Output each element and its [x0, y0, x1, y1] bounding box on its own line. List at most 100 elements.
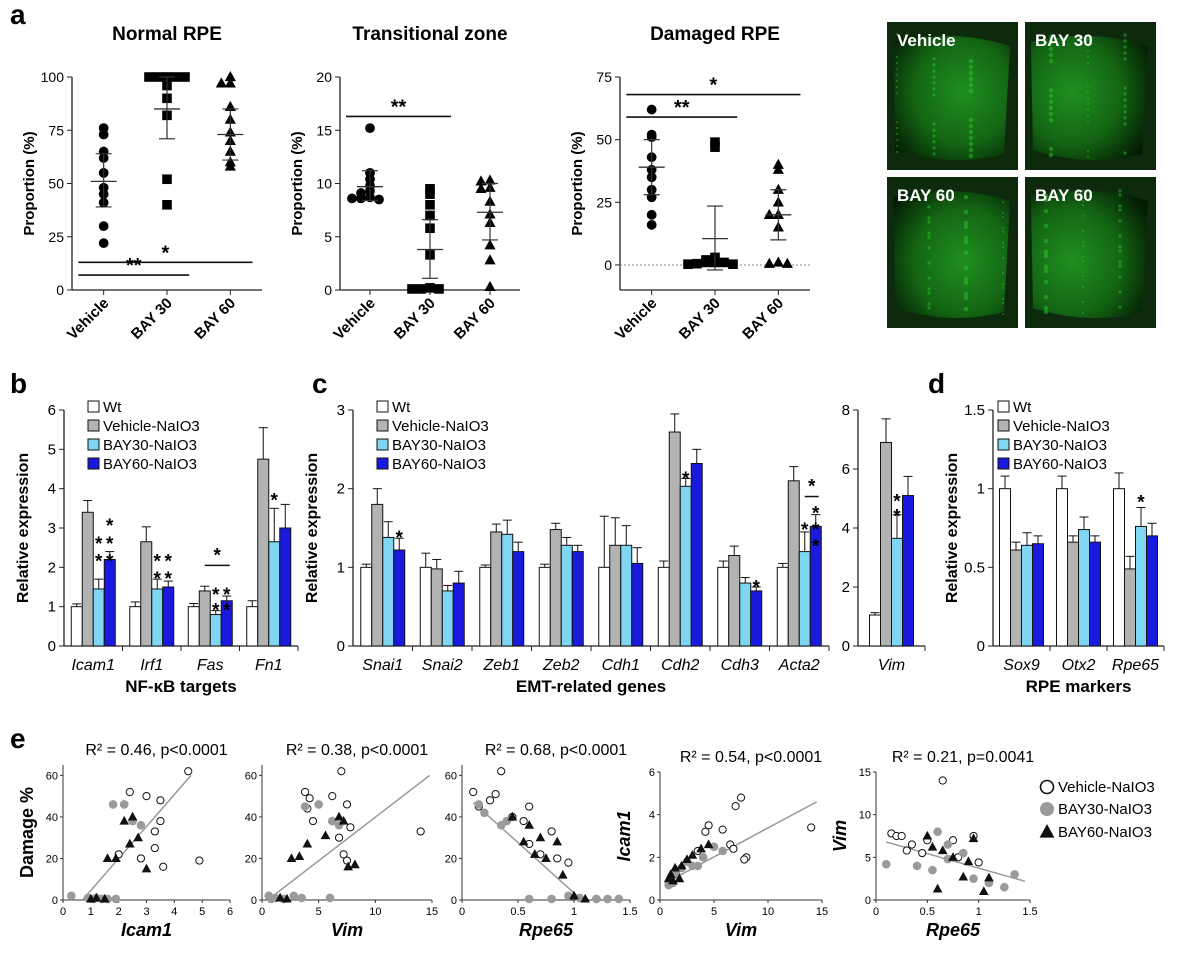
bar	[571, 551, 584, 647]
significance-star: *	[95, 534, 103, 555]
bar	[1067, 541, 1079, 647]
y-tick-label: 20	[316, 69, 332, 85]
data-point	[215, 77, 227, 88]
fluorescence-spot	[896, 56, 898, 58]
regression-stat: R² = 0.21, p=0.0041	[892, 749, 1034, 766]
bar	[490, 531, 503, 647]
fluorescence-spot	[1043, 279, 1049, 285]
point-vehicle	[136, 854, 146, 863]
legend-e: Vehicle-NaIO3 BAY30-NaIO3 BAY60-NaIO3	[1039, 779, 1155, 841]
point-bay30	[67, 891, 76, 901]
point-bay30	[136, 820, 146, 830]
point-vehicle	[339, 850, 348, 859]
point-bay60	[91, 892, 102, 902]
y-tick-label: 6	[842, 461, 850, 478]
data-point	[683, 259, 693, 269]
legend-label: BAY60-NaIO3	[392, 456, 486, 473]
fluorescence-spot	[1048, 146, 1054, 152]
micrograph-label: BAY 60	[1035, 186, 1093, 205]
data-point	[763, 257, 775, 268]
bar	[360, 566, 373, 647]
bar	[798, 551, 811, 647]
point-bay60	[275, 892, 285, 902]
fluorescence-spot	[968, 58, 974, 64]
fluorescence-spot	[1002, 272, 1004, 274]
fluorescence-spot	[932, 63, 936, 67]
fluorescence-spot	[1118, 219, 1122, 223]
fluorescence-spot	[1123, 122, 1127, 126]
point-vehicle	[150, 843, 159, 853]
fluorescence-spot	[968, 147, 974, 153]
point-bay30	[314, 800, 323, 809]
fluorescence-spot	[968, 123, 974, 129]
data-point	[646, 104, 657, 115]
data-point	[180, 72, 190, 82]
fluorescence-spot	[1082, 245, 1084, 247]
fluorescence-spot	[1123, 110, 1127, 114]
fluorescence-spot	[1123, 151, 1127, 155]
legend-symbol-bay60	[1039, 824, 1055, 838]
point-bay60	[535, 832, 546, 842]
point-bay60	[541, 853, 551, 863]
significance-star: *	[106, 552, 114, 573]
data-point	[772, 163, 784, 174]
legend-label: Vehicle-NaIO3	[103, 418, 200, 435]
x-tick-label: BAY 60	[191, 295, 239, 343]
bar	[728, 555, 741, 647]
y-tick-label: 0	[977, 638, 985, 655]
x-tick-label: Snai2	[422, 657, 463, 674]
y-axis-label: Icam1	[614, 810, 634, 861]
y-tick-label: 5	[865, 852, 871, 864]
x-tick-label: Vim	[878, 657, 905, 674]
x-axis-label: Rpe65	[926, 920, 981, 940]
x-tick-label: Vehicle	[330, 295, 379, 344]
point-bay60	[696, 843, 706, 853]
bar	[162, 586, 175, 647]
fluorescence-spot	[1087, 62, 1089, 64]
significance-star: *	[801, 520, 809, 541]
point-bay30	[119, 800, 129, 809]
fluorescence-spot	[1002, 212, 1004, 214]
point-bay60	[294, 851, 305, 860]
fluorescence-spot	[1043, 309, 1049, 315]
point-vehicle	[497, 767, 506, 776]
tissue-shape	[893, 35, 1010, 161]
fluorescence-spot	[1118, 234, 1122, 238]
point-bay60	[119, 815, 130, 825]
fluorescence-spot	[1087, 56, 1089, 58]
legend-swatch	[87, 438, 100, 451]
bar	[92, 588, 105, 647]
y-tick-label: 3	[48, 520, 56, 537]
point-vehicle	[553, 854, 562, 863]
bar	[1032, 543, 1044, 647]
significance-star: *	[682, 469, 690, 490]
y-tick-label: 60	[445, 770, 457, 782]
fluorescence-spot	[1118, 260, 1122, 264]
data-point	[484, 280, 496, 291]
point-bay30	[693, 861, 703, 871]
fluorescence-spot	[1082, 215, 1084, 217]
point-bay60	[124, 838, 135, 848]
point-vehicle	[704, 821, 713, 830]
legend-label: Vehicle-NaIO3	[1013, 418, 1110, 435]
significance-star: *	[106, 516, 114, 537]
data-point	[425, 210, 435, 221]
fluorescence-spot	[1118, 208, 1122, 212]
point-bay30	[108, 800, 118, 809]
significance-star: *	[396, 528, 404, 549]
fluorescence-spot	[1002, 298, 1004, 300]
fluorescence-spot	[1082, 275, 1084, 277]
fluorescence-spot	[1118, 249, 1122, 253]
legend-label: Wt	[392, 399, 411, 416]
x-tick-label: Vehicle	[612, 295, 661, 344]
point-bay30	[524, 894, 534, 904]
x-tick-label: Icam1	[71, 657, 115, 674]
bar	[1146, 535, 1158, 647]
data-point	[356, 193, 366, 204]
point-bay30	[325, 893, 335, 903]
fluorescence-spot	[896, 92, 898, 94]
y-tick-label: 0	[604, 257, 612, 273]
x-tick-label: 10	[762, 906, 774, 918]
x-tick-label: 5	[711, 906, 717, 918]
fluorescence-spot	[1002, 246, 1004, 248]
